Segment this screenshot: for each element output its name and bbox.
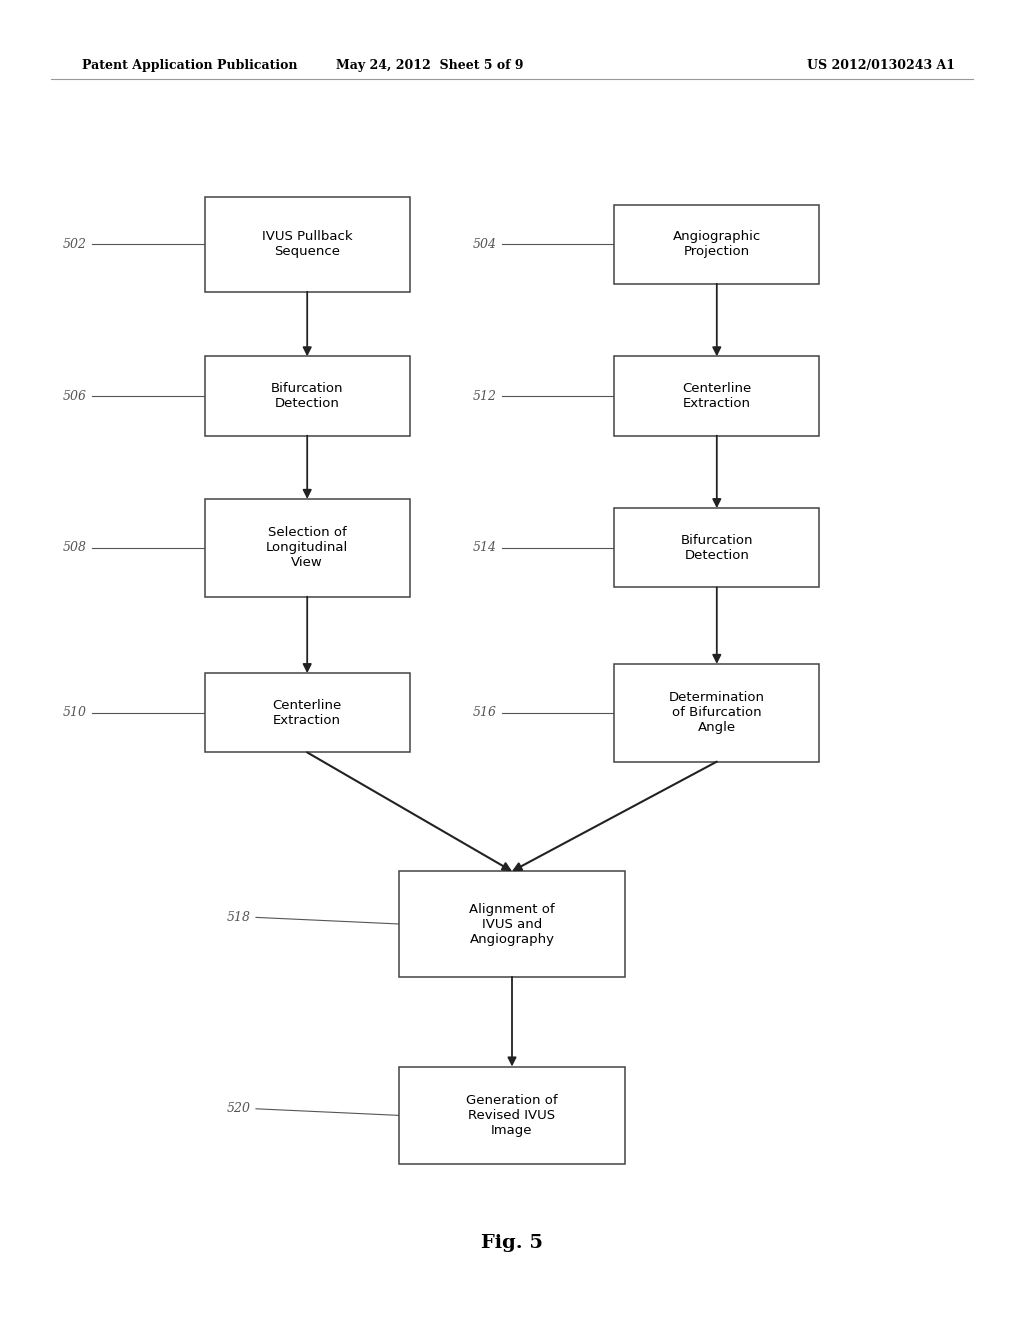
Text: Centerline
Extraction: Centerline Extraction: [272, 698, 342, 727]
Text: 518: 518: [227, 911, 251, 924]
FancyBboxPatch shape: [614, 664, 819, 762]
FancyBboxPatch shape: [614, 205, 819, 284]
Text: 502: 502: [63, 238, 87, 251]
FancyBboxPatch shape: [205, 197, 410, 292]
Text: IVUS Pullback
Sequence: IVUS Pullback Sequence: [262, 230, 352, 259]
Text: Bifurcation
Detection: Bifurcation Detection: [271, 381, 343, 411]
Text: 512: 512: [473, 389, 497, 403]
FancyBboxPatch shape: [614, 508, 819, 587]
Text: Selection of
Longitudinal
View: Selection of Longitudinal View: [266, 527, 348, 569]
FancyBboxPatch shape: [205, 356, 410, 436]
Text: US 2012/0130243 A1: US 2012/0130243 A1: [807, 59, 954, 73]
Text: Patent Application Publication: Patent Application Publication: [82, 59, 297, 73]
Text: May 24, 2012  Sheet 5 of 9: May 24, 2012 Sheet 5 of 9: [336, 59, 524, 73]
FancyBboxPatch shape: [205, 673, 410, 752]
FancyBboxPatch shape: [399, 871, 625, 977]
Text: Angiographic
Projection: Angiographic Projection: [673, 230, 761, 259]
Text: Alignment of
IVUS and
Angiography: Alignment of IVUS and Angiography: [469, 903, 555, 945]
Text: 504: 504: [473, 238, 497, 251]
Text: 508: 508: [63, 541, 87, 554]
Text: 506: 506: [63, 389, 87, 403]
FancyBboxPatch shape: [205, 499, 410, 597]
Text: Fig. 5: Fig. 5: [481, 1234, 543, 1253]
Text: Bifurcation
Detection: Bifurcation Detection: [681, 533, 753, 562]
Text: 514: 514: [473, 541, 497, 554]
FancyBboxPatch shape: [399, 1067, 625, 1164]
Text: Determination
of Bifurcation
Angle: Determination of Bifurcation Angle: [669, 692, 765, 734]
Text: 510: 510: [63, 706, 87, 719]
FancyBboxPatch shape: [614, 356, 819, 436]
Text: 516: 516: [473, 706, 497, 719]
Text: Generation of
Revised IVUS
Image: Generation of Revised IVUS Image: [466, 1094, 558, 1137]
Text: Centerline
Extraction: Centerline Extraction: [682, 381, 752, 411]
Text: 520: 520: [227, 1102, 251, 1115]
